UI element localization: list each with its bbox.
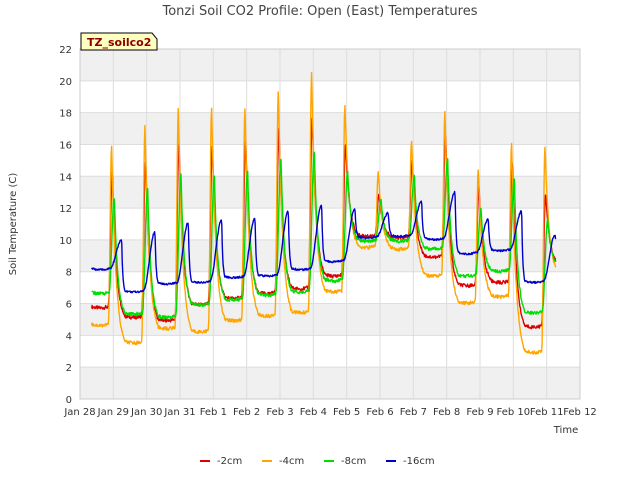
band	[80, 367, 580, 399]
plot-bands	[80, 49, 580, 399]
band	[80, 176, 580, 209]
series-lines	[91, 71, 557, 355]
grid-lines	[79, 48, 581, 400]
x-tick-label: Feb 3	[266, 407, 293, 418]
legend: -2cm -4cm -8cm -16cm	[200, 456, 435, 467]
y-axis-label: Soil Temperature (C)	[8, 173, 19, 276]
band	[80, 239, 580, 272]
x-tick-label: Feb 11	[530, 407, 564, 418]
x-tick-label: Feb 2	[233, 407, 260, 418]
x-tick-label: Feb 10	[497, 407, 531, 418]
x-tick-label: Feb 9	[466, 407, 493, 418]
legend-label: -4cm	[279, 456, 304, 467]
site-label-box: TZ_soilco2	[80, 32, 158, 51]
y-tick-label: 2	[66, 363, 72, 374]
y-tick-label: 10	[59, 236, 72, 247]
x-tick-label: Feb 12	[563, 407, 597, 418]
x-tick-label: Jan 30	[130, 407, 162, 418]
y-tick-label: 16	[59, 140, 72, 151]
y-tick-label: 20	[59, 77, 72, 88]
x-tick-label: Jan 31	[163, 407, 195, 418]
plot-frame	[79, 48, 581, 400]
y-tick-label: 18	[59, 109, 72, 120]
band	[80, 49, 580, 81]
legend-label: -16cm	[403, 456, 435, 467]
y-tick-label: 0	[66, 395, 72, 406]
x-tick-label: Jan 28	[63, 407, 95, 418]
y-tick-label: 8	[66, 268, 72, 279]
x-tick-label: Feb 6	[366, 407, 393, 418]
x-axis-label: Time	[553, 425, 578, 436]
y-tick-label: 22	[59, 45, 72, 56]
series-line-minus-8cm	[91, 151, 557, 320]
legend-label: -8cm	[341, 456, 366, 467]
legend-label: -2cm	[217, 456, 242, 467]
series-line-minus-2cm	[91, 117, 557, 330]
x-tick-label: Feb 5	[333, 407, 360, 418]
y-tick-label: 4	[66, 331, 72, 342]
series-line-minus-4cm	[91, 71, 557, 355]
y-tick-label: 14	[59, 172, 72, 183]
x-tick-label: Feb 8	[433, 407, 460, 418]
band	[80, 112, 580, 145]
y-tick-label: 12	[59, 204, 72, 215]
x-tick-label: Feb 4	[300, 407, 327, 418]
x-tick-labels: Jan 28 Jan 29 Jan 30 Jan 31 Feb 1 Feb 2 Feb 3 F…	[63, 407, 596, 418]
x-tick-label: Feb 1	[200, 407, 227, 418]
y-tick-labels: 0 2 4 6 8 10 12 14 16 18 20 22	[59, 45, 72, 406]
y-tick-label: 6	[66, 300, 72, 311]
chart-title: Tonzi Soil CO2 Profile: Open (East) Temp…	[161, 4, 477, 19]
site-label: TZ_soilco2	[87, 36, 151, 49]
x-tick-label: Jan 29	[97, 407, 129, 418]
series-line-minus-16cm	[91, 190, 557, 294]
x-tick-label: Feb 7	[400, 407, 427, 418]
